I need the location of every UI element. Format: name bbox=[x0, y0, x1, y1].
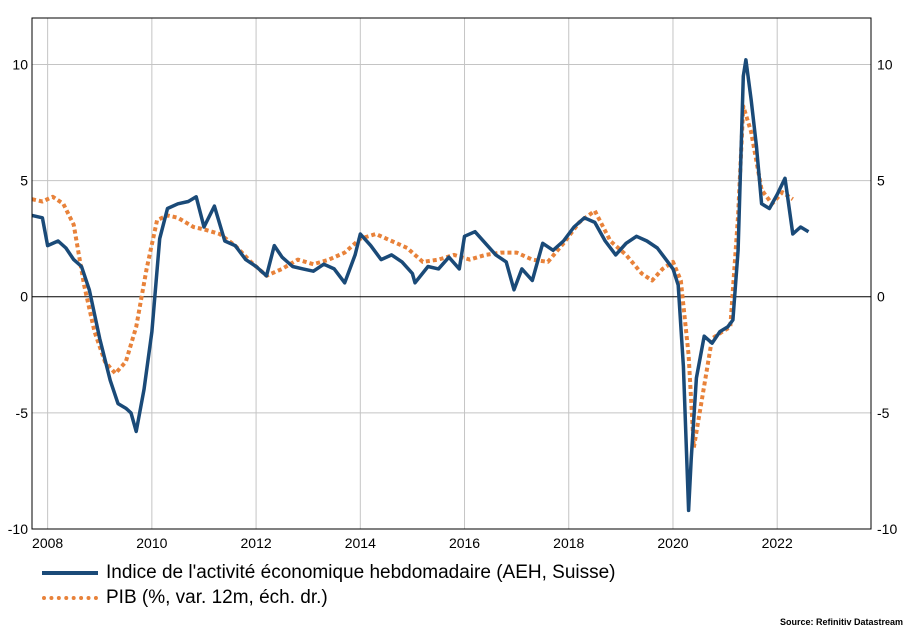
y-axis-left-ticks: 10 5 0 -5 -10 bbox=[8, 56, 28, 537]
y-left-tick-label: -5 bbox=[16, 405, 29, 421]
legend-item-pib: PIB (%, var. 12m, éch. dr.) bbox=[42, 585, 616, 610]
series-lines bbox=[31, 58, 810, 513]
legend-label-pib: PIB (%, var. 12m, éch. dr.) bbox=[106, 586, 328, 608]
x-axis-ticks: 2008 2010 2012 2014 2016 2018 2020 2022 bbox=[32, 535, 793, 551]
x-tick-label: 2018 bbox=[553, 535, 584, 551]
y-axis-right-ticks: 10 5 0 -5 -10 bbox=[877, 56, 897, 537]
legend-item-aeh: Indice de l'activité économique hebdomad… bbox=[42, 560, 616, 585]
x-tick-label: 2012 bbox=[241, 535, 272, 551]
y-right-tick-label: -5 bbox=[877, 405, 890, 421]
y-right-tick-label: 5 bbox=[877, 173, 885, 189]
y-left-tick-label: 10 bbox=[12, 56, 28, 72]
plot-frame bbox=[31, 17, 872, 530]
x-tick-label: 2014 bbox=[345, 535, 376, 551]
series-line-0 bbox=[31, 58, 810, 513]
x-tick-label: 2008 bbox=[32, 535, 63, 551]
y-left-tick-label: 5 bbox=[20, 173, 28, 189]
x-tick-label: 2010 bbox=[136, 535, 167, 551]
line-chart: 2008 2010 2012 2014 2016 2018 2020 2022 10 5 0 -5 -… bbox=[8, 17, 897, 551]
y-right-tick-label: -10 bbox=[877, 521, 897, 537]
legend-swatch-aeh bbox=[42, 570, 98, 575]
series-line-1 bbox=[31, 104, 794, 450]
x-tick-label: 2022 bbox=[762, 535, 793, 551]
x-tick-label: 2020 bbox=[657, 535, 688, 551]
x-tick-label: 2016 bbox=[449, 535, 480, 551]
y-left-tick-label: -10 bbox=[8, 521, 28, 537]
y-right-tick-label: 0 bbox=[877, 289, 885, 305]
y-right-tick-label: 10 bbox=[877, 56, 893, 72]
legend: Indice de l'activité économique hebdomad… bbox=[42, 560, 616, 610]
source-note: Source: Refinitiv Datastream bbox=[779, 617, 903, 627]
y-left-tick-label: 0 bbox=[20, 289, 28, 305]
legend-label-aeh: Indice de l'activité économique hebdomad… bbox=[106, 561, 616, 583]
legend-swatch-pib bbox=[42, 595, 98, 600]
